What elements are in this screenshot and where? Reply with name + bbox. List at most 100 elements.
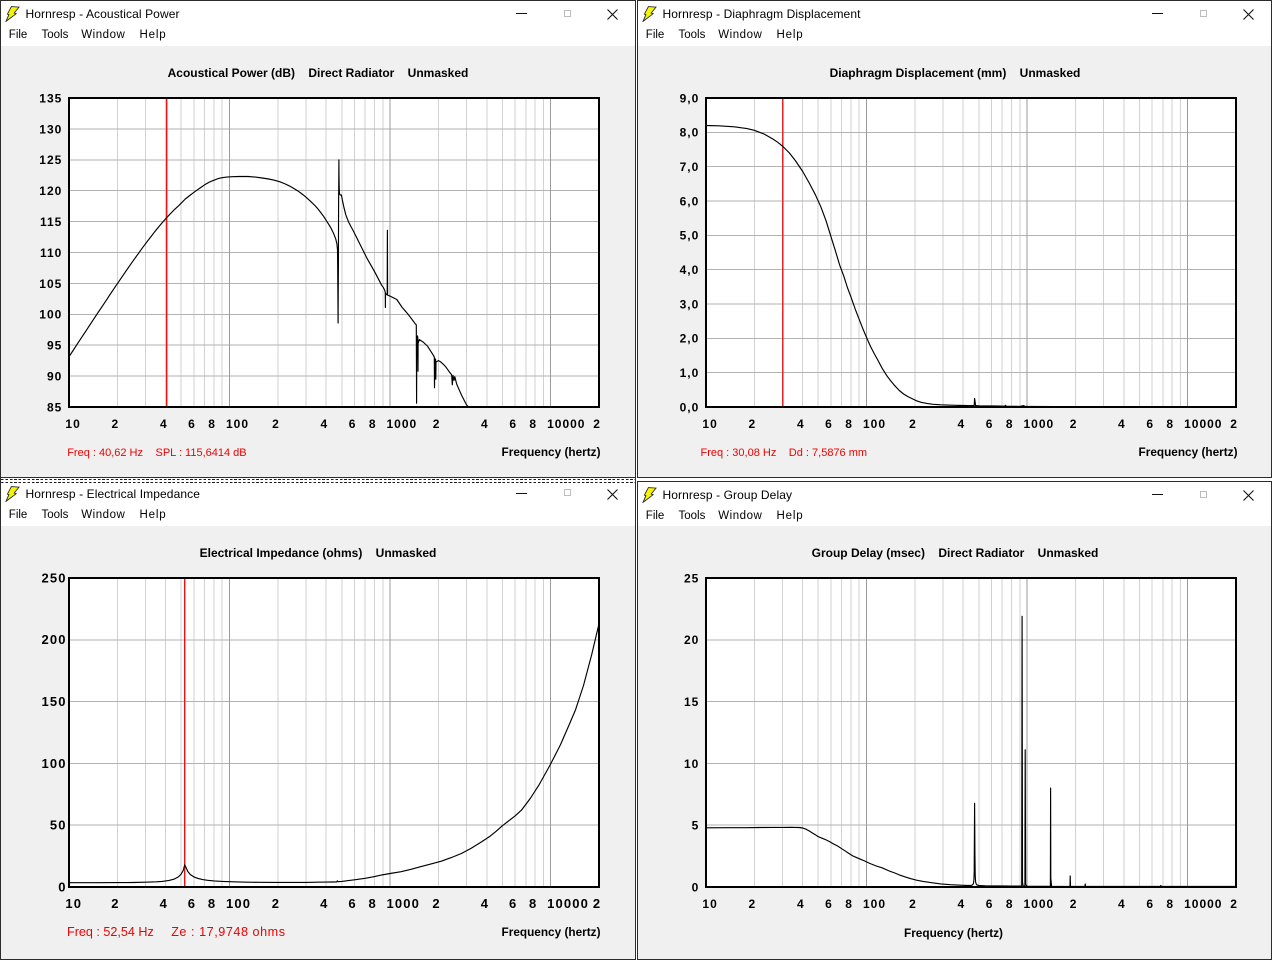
svg-text:4: 4 [481, 896, 489, 911]
svg-text:6: 6 [825, 417, 833, 431]
svg-text:125: 125 [39, 153, 62, 167]
svg-text:3,0: 3,0 [680, 297, 700, 311]
svg-text:100: 100 [226, 896, 251, 911]
svg-text:10000: 10000 [547, 417, 585, 431]
svg-text:4: 4 [957, 417, 965, 431]
svg-text:100: 100 [226, 417, 249, 431]
svg-text:10: 10 [65, 417, 80, 431]
svg-text:1000: 1000 [387, 417, 418, 431]
svg-text:10000: 10000 [1184, 417, 1222, 431]
svg-text:2: 2 [593, 417, 601, 431]
svg-text:10: 10 [65, 896, 82, 911]
svg-text:Frequency (hertz): Frequency (hertz) [502, 925, 601, 939]
svg-text:95: 95 [47, 339, 62, 353]
svg-text:15: 15 [684, 695, 699, 709]
svg-text:2: 2 [1070, 897, 1078, 911]
svg-text:Frequency (hertz): Frequency (hertz) [904, 926, 1003, 940]
svg-text:8: 8 [1006, 897, 1014, 911]
svg-text:8: 8 [845, 897, 853, 911]
svg-text:SPL : 115,6414 dB: SPL : 115,6414 dB [156, 447, 247, 459]
svg-text:Freq : 40,62 Hz: Freq : 40,62 Hz [67, 447, 143, 459]
svg-text:8: 8 [1006, 417, 1014, 431]
svg-text:9,0: 9,0 [680, 91, 700, 105]
svg-text:10: 10 [684, 757, 699, 771]
svg-text:10: 10 [702, 417, 717, 431]
svg-text:0: 0 [692, 880, 700, 894]
svg-text:8: 8 [1166, 417, 1174, 431]
svg-text:8: 8 [369, 896, 377, 911]
svg-text:6: 6 [509, 896, 517, 911]
svg-text:100: 100 [863, 897, 886, 911]
svg-text:8: 8 [1166, 897, 1174, 911]
svg-text:4: 4 [797, 897, 805, 911]
svg-text:8: 8 [208, 896, 216, 911]
svg-text:8: 8 [845, 417, 853, 431]
svg-text:6: 6 [509, 417, 517, 431]
svg-text:7,0: 7,0 [680, 160, 700, 174]
svg-text:Frequency (hertz): Frequency (hertz) [502, 445, 601, 459]
svg-text:8: 8 [208, 417, 216, 431]
svg-text:100: 100 [863, 417, 886, 431]
svg-text:6: 6 [1146, 417, 1154, 431]
svg-text:1,0: 1,0 [680, 366, 700, 380]
svg-text:Freq : 52,54 Hz: Freq : 52,54 Hz [67, 925, 154, 939]
svg-text:4: 4 [481, 417, 489, 431]
svg-text:8: 8 [529, 417, 537, 431]
svg-text:4: 4 [160, 896, 168, 911]
svg-text:2: 2 [1070, 417, 1078, 431]
svg-text:2: 2 [593, 896, 601, 911]
svg-text:25: 25 [684, 571, 699, 585]
svg-text:4: 4 [797, 417, 805, 431]
svg-text:6: 6 [825, 897, 833, 911]
svg-text:2: 2 [909, 897, 917, 911]
svg-text:2: 2 [1230, 417, 1238, 431]
svg-text:250: 250 [42, 570, 67, 585]
svg-text:2: 2 [112, 417, 120, 431]
svg-text:2: 2 [749, 897, 757, 911]
svg-text:Dd : 7,5876 mm: Dd : 7,5876 mm [789, 447, 867, 459]
svg-text:85: 85 [47, 400, 62, 414]
svg-text:115: 115 [40, 215, 62, 229]
svg-text:4: 4 [1118, 897, 1126, 911]
svg-text:2: 2 [909, 417, 917, 431]
svg-text:100: 100 [39, 308, 62, 322]
svg-text:Freq : 30,08 Hz: Freq : 30,08 Hz [701, 447, 777, 459]
svg-text:Ze : 17,9748 ohms: Ze : 17,9748 ohms [171, 925, 285, 939]
svg-text:110: 110 [40, 246, 62, 260]
svg-text:10: 10 [702, 897, 717, 911]
svg-text:1000: 1000 [1024, 897, 1055, 911]
svg-text:6: 6 [986, 897, 994, 911]
svg-text:50: 50 [50, 818, 67, 833]
svg-text:6: 6 [986, 417, 994, 431]
svg-text:6: 6 [188, 417, 196, 431]
svg-text:4: 4 [957, 897, 965, 911]
svg-text:120: 120 [39, 184, 62, 198]
svg-text:8: 8 [369, 417, 377, 431]
svg-text:5: 5 [692, 819, 700, 833]
svg-text:6: 6 [1146, 897, 1154, 911]
svg-text:100: 100 [42, 756, 67, 771]
svg-text:0,0: 0,0 [680, 400, 700, 414]
svg-text:4,0: 4,0 [680, 263, 700, 277]
svg-text:4: 4 [320, 417, 328, 431]
svg-text:130: 130 [39, 122, 62, 136]
svg-text:2: 2 [111, 896, 119, 911]
svg-text:150: 150 [42, 694, 67, 709]
svg-text:8: 8 [529, 896, 537, 911]
svg-text:135: 135 [39, 91, 62, 105]
svg-text:5,0: 5,0 [680, 229, 700, 243]
svg-text:0: 0 [58, 879, 66, 894]
svg-text:105: 105 [39, 277, 62, 291]
svg-text:2: 2 [1230, 897, 1238, 911]
svg-text:4: 4 [320, 896, 328, 911]
svg-text:1000: 1000 [1024, 417, 1055, 431]
svg-text:2,0: 2,0 [680, 332, 700, 346]
svg-text:200: 200 [42, 632, 67, 647]
svg-text:10000: 10000 [1184, 897, 1222, 911]
svg-text:Frequency (hertz): Frequency (hertz) [1139, 445, 1238, 459]
svg-text:4: 4 [160, 417, 168, 431]
svg-text:6,0: 6,0 [680, 194, 700, 208]
svg-text:90: 90 [47, 370, 62, 384]
svg-text:4: 4 [1118, 417, 1126, 431]
svg-text:2: 2 [432, 896, 440, 911]
